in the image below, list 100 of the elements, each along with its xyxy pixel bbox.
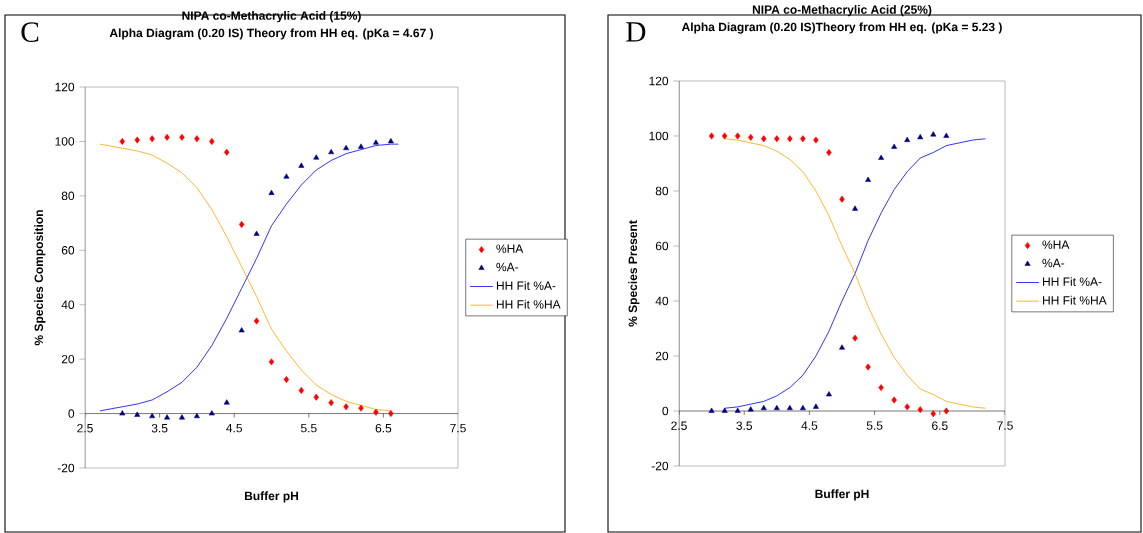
- point: [708, 407, 715, 413]
- point: [943, 407, 949, 415]
- x-tick-label: 2.5: [671, 421, 687, 430]
- y-axis-title: % Species Present: [628, 220, 640, 327]
- point: [930, 410, 936, 418]
- y-tick-label: 20: [61, 354, 75, 364]
- point: [786, 404, 793, 411]
- point: [149, 412, 156, 419]
- point: [891, 143, 898, 149]
- x-axis-title: Buffer pH: [815, 489, 869, 501]
- x-tick-label: 4.5: [801, 421, 818, 430]
- y-tick-label: 80: [655, 186, 669, 196]
- y-tick-label: 0: [68, 409, 75, 418]
- legend-label: HH Fit %A-: [1043, 277, 1102, 286]
- x-tick-label: 6.5: [375, 423, 392, 433]
- point: [373, 408, 379, 416]
- point: [721, 132, 728, 140]
- y-tick-label: -20: [57, 463, 75, 473]
- chart-title: NIPA co-Methacrylic Acid (15%): [182, 11, 361, 23]
- point: [164, 414, 170, 420]
- y-tick-label: 40: [655, 296, 669, 306]
- x-tick-label: 7.5: [450, 423, 466, 433]
- point: [283, 173, 290, 179]
- text: C: [21, 22, 39, 42]
- x-tick-label: 3.5: [151, 423, 168, 433]
- x-tick-label: 2.5: [77, 423, 93, 433]
- y-tick-label: 120: [55, 82, 75, 92]
- x-tick-label: 3.5: [736, 421, 753, 430]
- y-tick-label: 120: [649, 76, 669, 86]
- point: [773, 404, 780, 411]
- point: [813, 403, 819, 409]
- point: [328, 399, 334, 407]
- point: [224, 148, 230, 156]
- point: [917, 406, 923, 414]
- point: [735, 132, 741, 140]
- point: [800, 135, 806, 143]
- y-tick-label: 0: [662, 406, 669, 416]
- point: [208, 410, 215, 416]
- point: [943, 132, 950, 138]
- point: [865, 176, 872, 182]
- point: [734, 407, 741, 413]
- x-tick-label: 5.5: [866, 421, 883, 430]
- legend-label: %A-: [1042, 258, 1065, 268]
- point: [313, 154, 320, 160]
- x-axis-title: Buffer pH: [244, 491, 299, 503]
- point: [238, 327, 245, 333]
- point: [761, 135, 767, 143]
- point: [179, 133, 185, 141]
- point: [134, 411, 141, 417]
- point: [721, 407, 728, 413]
- point: [852, 334, 858, 342]
- x-tick-label: 7.5: [997, 421, 1013, 430]
- point: [891, 396, 897, 404]
- point: [328, 148, 335, 155]
- legend-label: %HA: [1042, 240, 1070, 249]
- legend-label: HH Fit %HA: [1043, 295, 1107, 305]
- point: [298, 386, 305, 394]
- point: [149, 135, 155, 143]
- point: [878, 384, 884, 392]
- y-axis-title: % Species Composition: [34, 210, 46, 346]
- point: [813, 136, 819, 144]
- point: [799, 404, 806, 411]
- point: [313, 393, 319, 401]
- x-tick-label: 4.5: [226, 423, 243, 433]
- point: [358, 143, 364, 149]
- y-tick-label: 20: [655, 351, 669, 361]
- point: [917, 134, 924, 140]
- point: [119, 137, 125, 145]
- point: [253, 230, 260, 236]
- legend-label: %HA: [496, 244, 524, 253]
- chart-title: NIPA co-Methacrylic Acid (25%): [752, 5, 932, 17]
- point: [194, 135, 200, 143]
- point: [708, 132, 715, 140]
- point: [358, 404, 364, 412]
- point: [930, 131, 937, 137]
- point: [839, 195, 845, 203]
- point: [298, 162, 305, 168]
- point: [904, 136, 911, 142]
- y-tick-label: 60: [655, 241, 669, 251]
- chart-subtitle: Alpha Diagram (0.20 IS) Theory from HH eq. (pKa = 4.67 ): [109, 28, 433, 40]
- point: [268, 358, 275, 366]
- point: [193, 412, 200, 419]
- y-tick-label: 100: [649, 131, 669, 141]
- point: [388, 410, 394, 418]
- chart-subtitle: Alpha Diagram (0.20 IS)Theory from HH eq. (pKa = 5.23 ): [681, 22, 1002, 34]
- x-tick-label: 6.5: [932, 421, 948, 430]
- point: [283, 376, 290, 384]
- point: [904, 403, 910, 411]
- point: [747, 406, 754, 412]
- point: [387, 138, 394, 144]
- point: [748, 133, 754, 141]
- point: [373, 139, 379, 145]
- point: [164, 133, 170, 141]
- y-tick-label: 60: [61, 246, 75, 255]
- point: [253, 317, 260, 325]
- y-tick-label: -20: [651, 461, 669, 471]
- point: [343, 144, 350, 151]
- point: [760, 404, 767, 411]
- point: [865, 363, 871, 371]
- legend-label: HH Fit %A-: [496, 281, 556, 290]
